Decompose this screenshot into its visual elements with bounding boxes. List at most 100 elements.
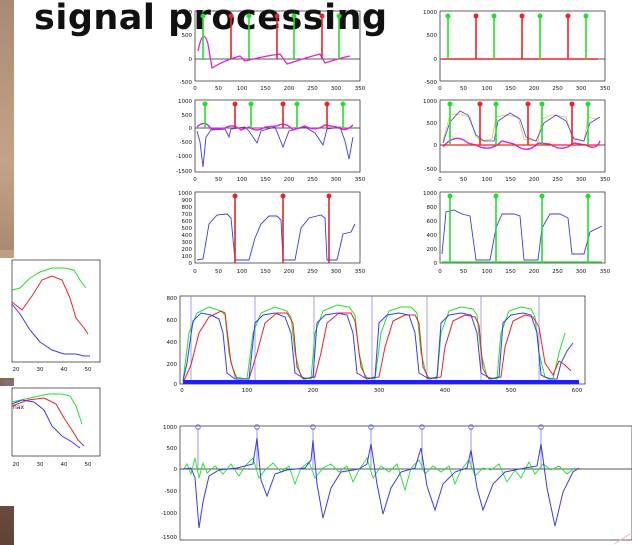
x-tick: 300 — [331, 177, 342, 183]
y-tick: 800 — [182, 205, 193, 211]
y-tick: 0 — [189, 261, 193, 267]
x-tick: 200 — [284, 177, 295, 183]
y-tick: 500 — [182, 33, 193, 39]
y-tick: -1000 — [176, 154, 192, 160]
x-tick: 40 — [61, 462, 68, 468]
x-tick: 100 — [237, 269, 248, 275]
x-tick: 200 — [529, 177, 540, 183]
x-tick: 20 — [13, 462, 20, 468]
y-tick: 400 — [167, 340, 178, 346]
x-tick: 400 — [440, 388, 451, 394]
x-tick: 350 — [600, 269, 611, 275]
small-plot-2: nax 20 30 40 50 — [11, 387, 101, 468]
y-tick: 900 — [182, 198, 193, 204]
x-tick: 300 — [576, 269, 587, 275]
x-tick: 350 — [600, 86, 611, 92]
x-tick: 30 — [37, 367, 44, 373]
y-tick: 1000 — [163, 425, 177, 431]
x-tick: 200 — [529, 86, 540, 92]
plot-panel-1: 1000 500 0 -500 0 50 100 150 200 250 300… — [178, 10, 366, 92]
x-tick: 250 — [552, 86, 563, 92]
y-tick: 0 — [434, 57, 438, 63]
y-tick: 200 — [167, 362, 178, 368]
x-tick: 250 — [307, 86, 318, 92]
y-tick: 1000 — [178, 191, 192, 197]
x-tick: 0 — [438, 269, 442, 275]
small-plot-2-wrapper: nax 20 30 40 50 — [0, 386, 115, 506]
y-tick: 400 — [182, 233, 193, 239]
x-tick: 30 — [37, 462, 44, 468]
y-tick: 600 — [167, 318, 178, 324]
x-tick: 250 — [552, 269, 563, 275]
y-tick: 800 — [167, 296, 178, 302]
x-tick: 20 — [13, 367, 20, 373]
plot-panel-3: 1000 500 0 -500 -1000 -1500 0 50 100 150… — [176, 99, 366, 183]
x-tick: 300 — [576, 86, 587, 92]
x-tick: 600 — [572, 388, 583, 394]
x-tick: 500 — [506, 388, 517, 394]
y-tick: 500 — [427, 33, 438, 39]
plot-panel-5: 1000 900 800 700 600 500 400 300 200 100… — [178, 191, 366, 275]
slide-title: signal processing — [34, 0, 388, 38]
y-tick: 0 — [189, 57, 193, 63]
y-tick: 200 — [427, 247, 438, 253]
x-tick: 100 — [482, 177, 493, 183]
cursor-stroke — [613, 533, 631, 545]
x-tick: 50 — [460, 86, 467, 92]
plot-panel-4: 1000 500 0 -500 0 50 100 150 200 250 300… — [423, 99, 611, 183]
y-tick: 1000 — [178, 10, 192, 16]
x-tick: 200 — [529, 269, 540, 275]
x-tick: 250 — [552, 177, 563, 183]
x-tick: 200 — [284, 269, 295, 275]
y-tick: 600 — [427, 219, 438, 225]
y-tick: 500 — [427, 121, 438, 127]
big-plot-1: 800 600 400 200 0 0 100 200 300 400 500 … — [167, 295, 586, 394]
x-tick: 50 — [85, 367, 92, 373]
y-tick: 0 — [434, 261, 438, 267]
x-tick: 100 — [237, 86, 248, 92]
small-plot-1: 20 30 40 50 — [11, 259, 101, 373]
x-tick: 350 — [355, 269, 366, 275]
x-tick: 50 — [215, 86, 222, 92]
y-tick: 700 — [182, 212, 193, 218]
x-tick: 300 — [576, 177, 587, 183]
x-tick: 150 — [260, 86, 271, 92]
x-tick: 50 — [215, 177, 222, 183]
y-tick: -500 — [180, 140, 193, 146]
y-tick: 0 — [434, 143, 438, 149]
y-tick: 1000 — [178, 99, 192, 105]
y-tick: 100 — [182, 254, 193, 260]
y-tick: -500 — [425, 80, 438, 86]
y-tick: 1000 — [423, 10, 437, 16]
big-plot-2: 1000 500 0 -500 -1000 -1500 — [161, 424, 632, 541]
y-tick: 300 — [182, 240, 193, 246]
x-tick: 0 — [193, 177, 197, 183]
y-tick: 500 — [182, 113, 193, 119]
x-tick: 50 — [215, 269, 222, 275]
plot-panel-2: 1000 500 0 -500 0 50 100 150 200 250 300… — [423, 10, 611, 92]
x-tick: 150 — [260, 269, 271, 275]
x-tick: 50 — [460, 269, 467, 275]
y-tick: -1000 — [161, 511, 177, 517]
y-tick: 0 — [174, 382, 178, 388]
x-tick: 300 — [331, 86, 342, 92]
y-tick: 800 — [427, 205, 438, 211]
x-tick: 350 — [355, 177, 366, 183]
x-tick: 150 — [505, 177, 516, 183]
x-tick: 50 — [460, 177, 467, 183]
x-tick: 350 — [600, 177, 611, 183]
x-tick: 100 — [237, 177, 248, 183]
y-tick: 600 — [182, 219, 193, 225]
y-tick: -1500 — [176, 169, 192, 175]
x-tick: 0 — [180, 388, 184, 394]
y-tick: 0 — [189, 126, 193, 132]
x-tick: 250 — [307, 269, 318, 275]
x-tick: 100 — [482, 269, 493, 275]
y-tick: 1000 — [423, 99, 437, 105]
x-tick: 200 — [284, 86, 295, 92]
y-tick: -1500 — [161, 535, 177, 541]
x-tick: 200 — [308, 388, 319, 394]
x-tick: 150 — [505, 269, 516, 275]
x-tick: 150 — [260, 177, 271, 183]
